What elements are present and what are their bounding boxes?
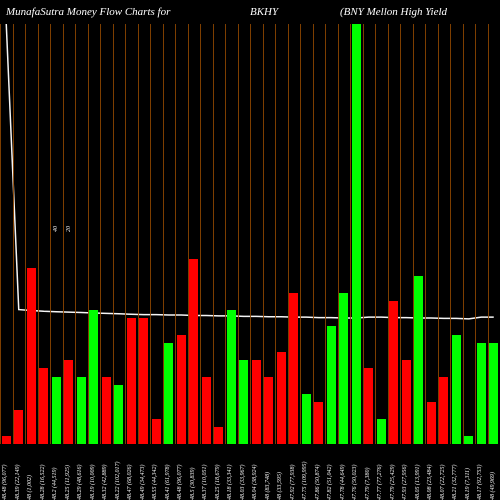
volume-bar [14, 410, 23, 444]
x-axis-label: 47.75 (109,995) [302, 462, 308, 500]
grid-line [150, 24, 151, 444]
volume-bar [152, 419, 161, 444]
value-label: 20 [66, 226, 72, 232]
title-left: MunafaSutra Money Flow Charts for [6, 6, 170, 18]
grid-line [313, 24, 314, 444]
x-axis-label: 48.22 (102,017) [115, 462, 121, 500]
volume-bar [39, 368, 48, 444]
volume-bar [189, 259, 198, 444]
grid-line [0, 24, 1, 444]
volume-bar [2, 436, 11, 444]
grid-line [375, 24, 376, 444]
volume-bar [64, 360, 73, 444]
grid-line [300, 24, 301, 444]
x-axis-label: 48.25 (11,925) [65, 465, 71, 500]
volume-bar [339, 293, 348, 444]
volume-bar [264, 377, 273, 444]
volume-bar [439, 377, 448, 444]
x-axis-label: 47.86 (50,874) [315, 465, 321, 500]
x-axis-label: 48.48 (96,077) [2, 465, 8, 500]
volume-bar [477, 343, 486, 444]
volume-bar [389, 301, 398, 444]
chart-title: MunafaSutra Money Flow Charts for BKHY (… [0, 6, 500, 24]
grid-line [213, 24, 214, 444]
x-axis-label: 48.55 (44,342) [152, 465, 158, 500]
x-axis-label: 47.77 (77,276) [377, 465, 383, 500]
volume-bar [102, 377, 111, 444]
volume-bar [277, 352, 286, 444]
x-axis-label: 48.25 (18,679) [215, 465, 221, 500]
grid-line [425, 24, 426, 444]
volume-bar [364, 368, 373, 444]
x-axis-label: 48.47 (68,026) [127, 465, 133, 500]
x-axis-label: 48.19 (10,009) [90, 465, 96, 500]
x-axis-label: 48 (49,969) [490, 472, 496, 500]
x-axis-label: 48.49 (34,473) [140, 465, 146, 500]
volume-bar [214, 427, 223, 444]
title-right: (BNY Mellon High Yield [340, 6, 447, 18]
volume-bar [227, 310, 236, 444]
volume-bar [77, 377, 86, 444]
x-axis-label: 48.28 (16,522) [40, 465, 46, 500]
volume-bar [352, 24, 361, 444]
x-axis-label: 47.79 (7,380) [365, 468, 371, 500]
volume-bar [164, 343, 173, 444]
x-axis-label: 47.92 (77,938) [290, 465, 296, 500]
x-axis-label: 48.07 (22,725) [440, 465, 446, 500]
x-axis-label: 48.2 (44,519) [52, 468, 58, 500]
volume-bar [414, 276, 423, 444]
x-axis-label: 48.39 (22,149) [15, 465, 21, 500]
volume-bar [327, 326, 336, 444]
volume-bar [239, 360, 248, 444]
x-axis-label: 48 (1,002) [27, 475, 33, 500]
x-axis-label: 48 (33,595) [277, 472, 283, 500]
volume-bar [177, 335, 186, 444]
volume-bar [252, 360, 261, 444]
x-axis-label: 48.21 (32,777) [452, 465, 458, 500]
x-axis-label: 48.03 (33,967) [240, 465, 246, 500]
volume-bar [52, 377, 61, 444]
volume-bar [377, 419, 386, 444]
volume-bar [27, 268, 36, 444]
x-axis-label: 48 (83,748) [265, 472, 271, 500]
volume-bar [402, 360, 411, 444]
x-axis-label: 47.93 (27,956) [402, 465, 408, 500]
volume-bar [427, 402, 436, 444]
value-label: 40 [53, 226, 59, 232]
volume-bar [114, 385, 123, 444]
volume-bar [464, 436, 473, 444]
money-flow-chart: 40 20 [0, 24, 500, 444]
volume-bar [302, 394, 311, 444]
volume-bar [89, 310, 98, 444]
volume-bar [489, 343, 498, 444]
x-axis-label: 48.05 (13,991) [415, 465, 421, 500]
x-axis-label: 48.41 (61,978) [165, 465, 171, 500]
x-axis-label: 47.82 (51,042) [327, 465, 333, 500]
x-axis-label: 48.18 (33,341) [227, 465, 233, 500]
x-axis-label: 48.5 (30,839) [190, 468, 196, 500]
volume-bar [139, 318, 148, 444]
x-axis-label: 48.19 (7,311) [465, 468, 471, 500]
x-axis-labels: 48.48 (96,077) 48.39 (22,149) 48 (1,002) 48… [0, 444, 500, 500]
grid-line [463, 24, 464, 444]
x-axis-label: 48.37 (10,051) [202, 465, 208, 500]
grid-line [113, 24, 114, 444]
volume-bar [127, 318, 136, 444]
volume-bar [452, 335, 461, 444]
x-axis-label: 47.78 (44,649) [340, 465, 346, 500]
x-axis-label: 48.32 (42,889) [102, 465, 108, 500]
x-axis-label: 48.08 (23,484) [427, 465, 433, 500]
x-axis-label: 48.04 (38,924) [252, 465, 258, 500]
volume-bar [314, 402, 323, 444]
x-axis-label: 48.48 (96,077) [177, 465, 183, 500]
x-axis-label: 48.17 (92,753) [477, 465, 483, 500]
volume-bar [289, 293, 298, 444]
volume-bar [202, 377, 211, 444]
grid-line [13, 24, 14, 444]
x-axis-label: 47.79 (25,429) [390, 465, 396, 500]
x-axis-label: 47.76 (50,023) [352, 465, 358, 500]
title-ticker: BKHY [250, 6, 278, 18]
x-axis-label: 48.29 (48,616) [77, 465, 83, 500]
